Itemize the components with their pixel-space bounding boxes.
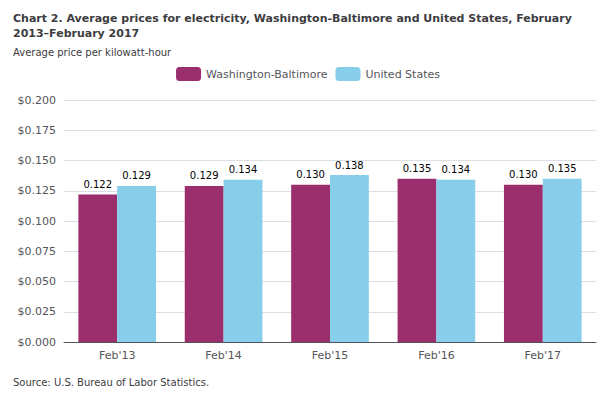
svg-text:Feb'13: Feb'13 (99, 349, 136, 362)
svg-text:$0.150: $0.150 (18, 154, 57, 167)
svg-text:$0.050: $0.050 (18, 275, 57, 288)
svg-text:0.135: 0.135 (403, 163, 432, 174)
svg-text:2013–February 2017: 2013–February 2017 (13, 27, 139, 40)
svg-text:0.134: 0.134 (229, 164, 258, 175)
svg-text:$0.200: $0.200 (18, 94, 57, 107)
svg-text:Feb'15: Feb'15 (312, 349, 349, 362)
svg-text:0.130: 0.130 (509, 169, 538, 180)
svg-text:$0.000: $0.000 (18, 336, 57, 349)
svg-text:0.129: 0.129 (190, 170, 219, 181)
svg-text:0.134: 0.134 (441, 164, 470, 175)
svg-text:$0.025: $0.025 (18, 305, 57, 318)
svg-text:$0.175: $0.175 (18, 124, 57, 137)
svg-text:Washington-Baltimore: Washington-Baltimore (206, 68, 328, 81)
svg-text:0.130: 0.130 (296, 169, 325, 180)
svg-text:Feb'14: Feb'14 (205, 349, 242, 362)
svg-text:Feb'16: Feb'16 (418, 349, 455, 362)
svg-text:Chart 2. Average prices for el: Chart 2. Average prices for electricity,… (13, 12, 576, 25)
svg-text:0.122: 0.122 (83, 179, 112, 190)
svg-text:0.135: 0.135 (548, 163, 577, 174)
svg-text:$0.100: $0.100 (18, 215, 57, 228)
svg-text:Average price per kilowatt-hou: Average price per kilowatt-hour (13, 47, 172, 58)
svg-text:United States: United States (365, 68, 440, 81)
svg-text:Feb'17: Feb'17 (525, 349, 562, 362)
svg-text:$0.125: $0.125 (18, 184, 57, 197)
svg-text:0.129: 0.129 (122, 170, 151, 181)
svg-text:$0.075: $0.075 (18, 245, 57, 258)
svg-text:Source: U.S. Bureau of Labor S: Source: U.S. Bureau of Labor Statistics. (13, 377, 209, 388)
svg-text:0.138: 0.138 (335, 160, 364, 171)
